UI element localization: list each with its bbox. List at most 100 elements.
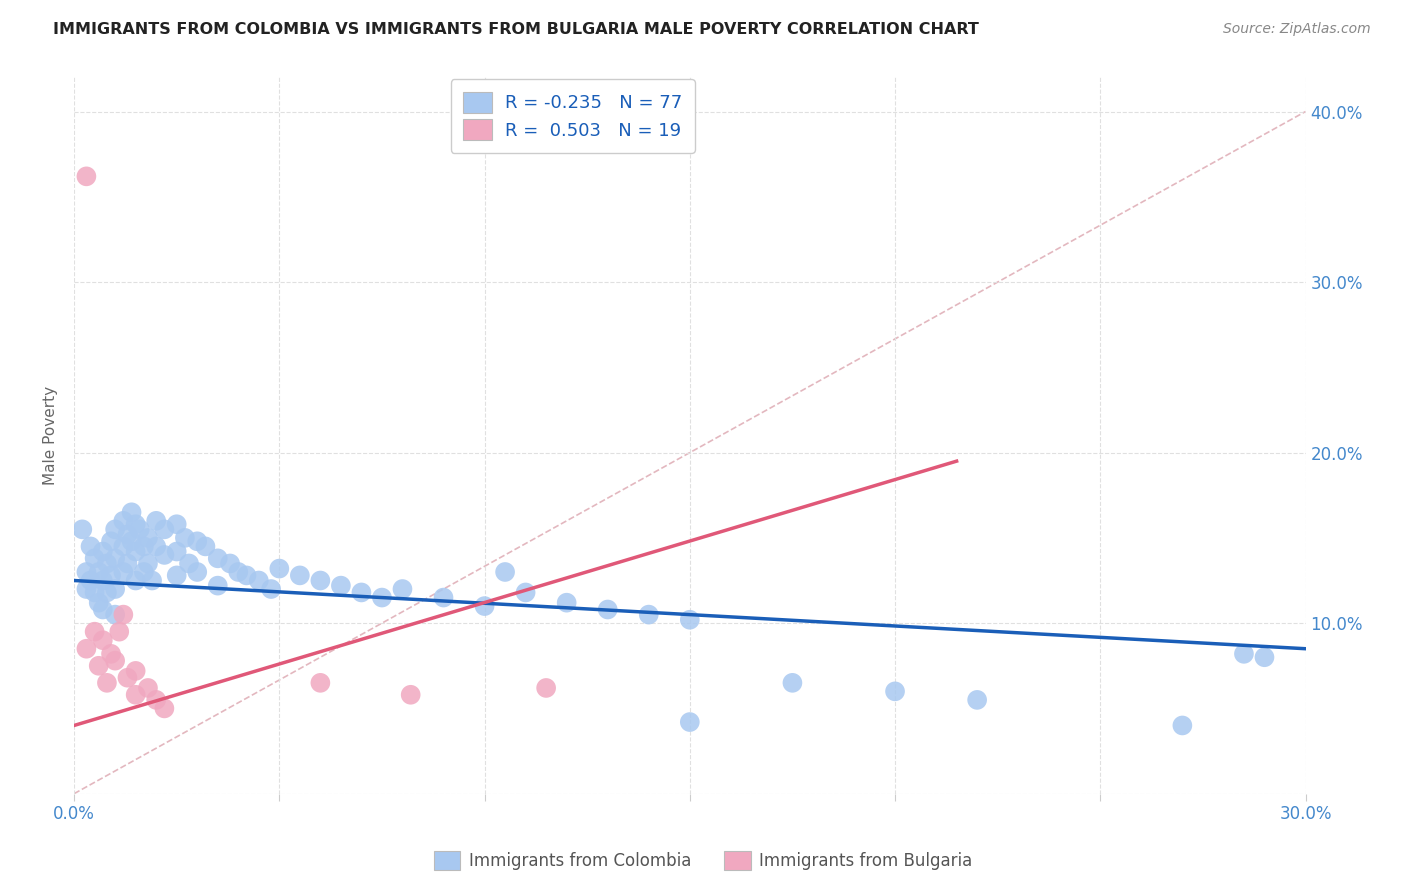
Point <box>166 568 188 582</box>
Point <box>112 607 135 622</box>
Point <box>96 557 118 571</box>
Point <box>87 658 110 673</box>
Point <box>174 531 197 545</box>
Point <box>226 565 249 579</box>
Point <box>121 505 143 519</box>
Point <box>72 522 94 536</box>
Point <box>166 517 188 532</box>
Point <box>309 574 332 588</box>
Point <box>235 568 257 582</box>
Point <box>112 514 135 528</box>
Point <box>79 540 101 554</box>
Point <box>534 681 557 695</box>
Point <box>194 540 217 554</box>
Point <box>112 540 135 554</box>
Point <box>399 688 422 702</box>
Point <box>124 517 146 532</box>
Point <box>124 574 146 588</box>
Point <box>679 613 702 627</box>
Point <box>166 544 188 558</box>
Point <box>104 551 127 566</box>
Point <box>207 579 229 593</box>
Point <box>136 531 159 545</box>
Point <box>782 676 804 690</box>
Point <box>83 585 105 599</box>
Y-axis label: Male Poverty: Male Poverty <box>44 386 58 485</box>
Point <box>136 557 159 571</box>
Point <box>87 565 110 579</box>
Point <box>515 585 537 599</box>
Point <box>75 169 97 184</box>
Point <box>145 693 167 707</box>
Point <box>596 602 619 616</box>
Legend: R = -0.235   N = 77, R =  0.503   N = 19: R = -0.235 N = 77, R = 0.503 N = 19 <box>451 79 695 153</box>
Point <box>1233 647 1256 661</box>
Text: IMMIGRANTS FROM COLOMBIA VS IMMIGRANTS FROM BULGARIA MALE POVERTY CORRELATION CH: IMMIGRANTS FROM COLOMBIA VS IMMIGRANTS F… <box>53 22 980 37</box>
Point <box>117 527 139 541</box>
Point <box>207 551 229 566</box>
Point <box>79 574 101 588</box>
Point <box>100 568 122 582</box>
Point <box>186 534 208 549</box>
Point <box>83 551 105 566</box>
Point <box>91 602 114 616</box>
Point <box>132 565 155 579</box>
Point <box>260 582 283 596</box>
Point <box>104 607 127 622</box>
Point <box>288 568 311 582</box>
Point <box>247 574 270 588</box>
Point <box>75 565 97 579</box>
Point <box>104 654 127 668</box>
Point <box>141 574 163 588</box>
Point <box>128 522 150 536</box>
Point <box>153 701 176 715</box>
Legend: Immigrants from Colombia, Immigrants from Bulgaria: Immigrants from Colombia, Immigrants fro… <box>427 844 979 877</box>
Point <box>100 534 122 549</box>
Point <box>186 565 208 579</box>
Point <box>1253 650 1275 665</box>
Point <box>177 557 200 571</box>
Point <box>371 591 394 605</box>
Point <box>153 548 176 562</box>
Point <box>350 585 373 599</box>
Point <box>219 557 242 571</box>
Point <box>108 624 131 639</box>
Point <box>391 582 413 596</box>
Point <box>637 607 659 622</box>
Point <box>145 514 167 528</box>
Point <box>91 574 114 588</box>
Point <box>96 676 118 690</box>
Point <box>104 582 127 596</box>
Point <box>117 557 139 571</box>
Point <box>104 522 127 536</box>
Point <box>124 664 146 678</box>
Point <box>269 561 291 575</box>
Point <box>75 582 97 596</box>
Point <box>153 522 176 536</box>
Point <box>87 596 110 610</box>
Point <box>474 599 496 613</box>
Point <box>555 596 578 610</box>
Point <box>117 671 139 685</box>
Point <box>91 633 114 648</box>
Point <box>494 565 516 579</box>
Point <box>121 534 143 549</box>
Point <box>83 624 105 639</box>
Point <box>145 540 167 554</box>
Text: Source: ZipAtlas.com: Source: ZipAtlas.com <box>1223 22 1371 37</box>
Point <box>329 579 352 593</box>
Point <box>966 693 988 707</box>
Point <box>136 681 159 695</box>
Point <box>124 688 146 702</box>
Point <box>679 714 702 729</box>
Point <box>132 540 155 554</box>
Point <box>1171 718 1194 732</box>
Point <box>309 676 332 690</box>
Point <box>75 641 97 656</box>
Point <box>124 544 146 558</box>
Point <box>884 684 907 698</box>
Point <box>96 585 118 599</box>
Point <box>432 591 454 605</box>
Point <box>100 647 122 661</box>
Point <box>112 565 135 579</box>
